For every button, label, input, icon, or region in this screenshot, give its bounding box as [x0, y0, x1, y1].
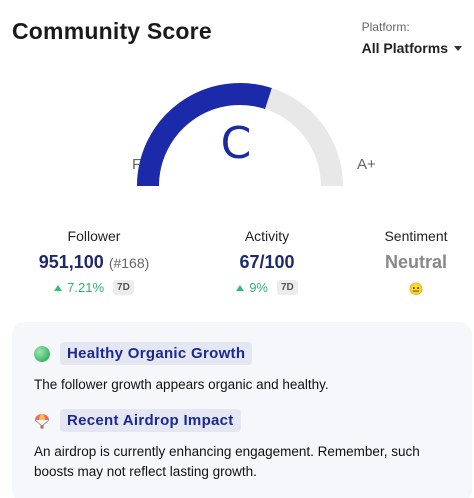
arrow-up-icon: [54, 284, 63, 291]
activity-metric: Activity 67/100 9% 7D: [218, 228, 316, 295]
activity-change: 9% 7D: [218, 280, 316, 295]
platform-selected-value: All Platforms: [361, 40, 448, 56]
follower-rank: (#168): [108, 255, 150, 271]
period-badge: 7D: [277, 280, 298, 295]
arrow-up-icon: [236, 284, 245, 291]
gauge-fill: [137, 83, 272, 186]
score-gauge: [137, 83, 343, 186]
sentiment-value: Neutral: [384, 252, 447, 272]
insight-text: The follower growth appears organic and …: [34, 377, 329, 392]
parachute-icon: [34, 413, 50, 428]
activity-change-value: 9%: [249, 280, 268, 295]
platform-filter: Platform: All Platforms: [362, 20, 462, 56]
period-badge: 7D: [113, 280, 134, 295]
platform-label: Platform:: [361, 20, 410, 34]
activity-value: 67/100: [239, 252, 295, 272]
follower-change-value: 7.21%: [67, 280, 105, 295]
follower-metric: Follower 951,100 (#168) 7.21% 7D: [36, 228, 152, 295]
sentiment-label: Sentiment: [384, 228, 448, 244]
neutral-face-icon: 😐: [408, 282, 424, 296]
follower-change: 7.21% 7D: [36, 280, 152, 295]
activity-label: Activity: [244, 228, 290, 244]
platform-dropdown[interactable]: All Platforms: [362, 40, 462, 56]
gauge-min-label: F: [132, 156, 142, 173]
score-grade: C: [220, 118, 252, 169]
insights-panel: Healthy Organic Growth The follower grow…: [12, 322, 472, 498]
page-title: Community Score: [12, 18, 212, 44]
follower-value: 951,100 (#168): [38, 252, 150, 272]
follower-label: Follower: [67, 228, 121, 244]
insight-item: Healthy Organic Growth The follower grow…: [34, 342, 450, 395]
insight-item: Recent Airdrop Impact An airdrop is curr…: [34, 409, 450, 482]
insight-title: Recent Airdrop Impact: [60, 409, 241, 432]
green-dot-icon: [34, 345, 50, 362]
insight-title: Healthy Organic Growth: [60, 342, 253, 365]
insight-text: An airdrop is currently enhancing engage…: [34, 444, 420, 479]
gauge-max-label: A+: [357, 156, 376, 173]
sentiment-metric: Sentiment Neutral 😐: [370, 228, 462, 296]
chevron-down-icon: [454, 45, 462, 51]
